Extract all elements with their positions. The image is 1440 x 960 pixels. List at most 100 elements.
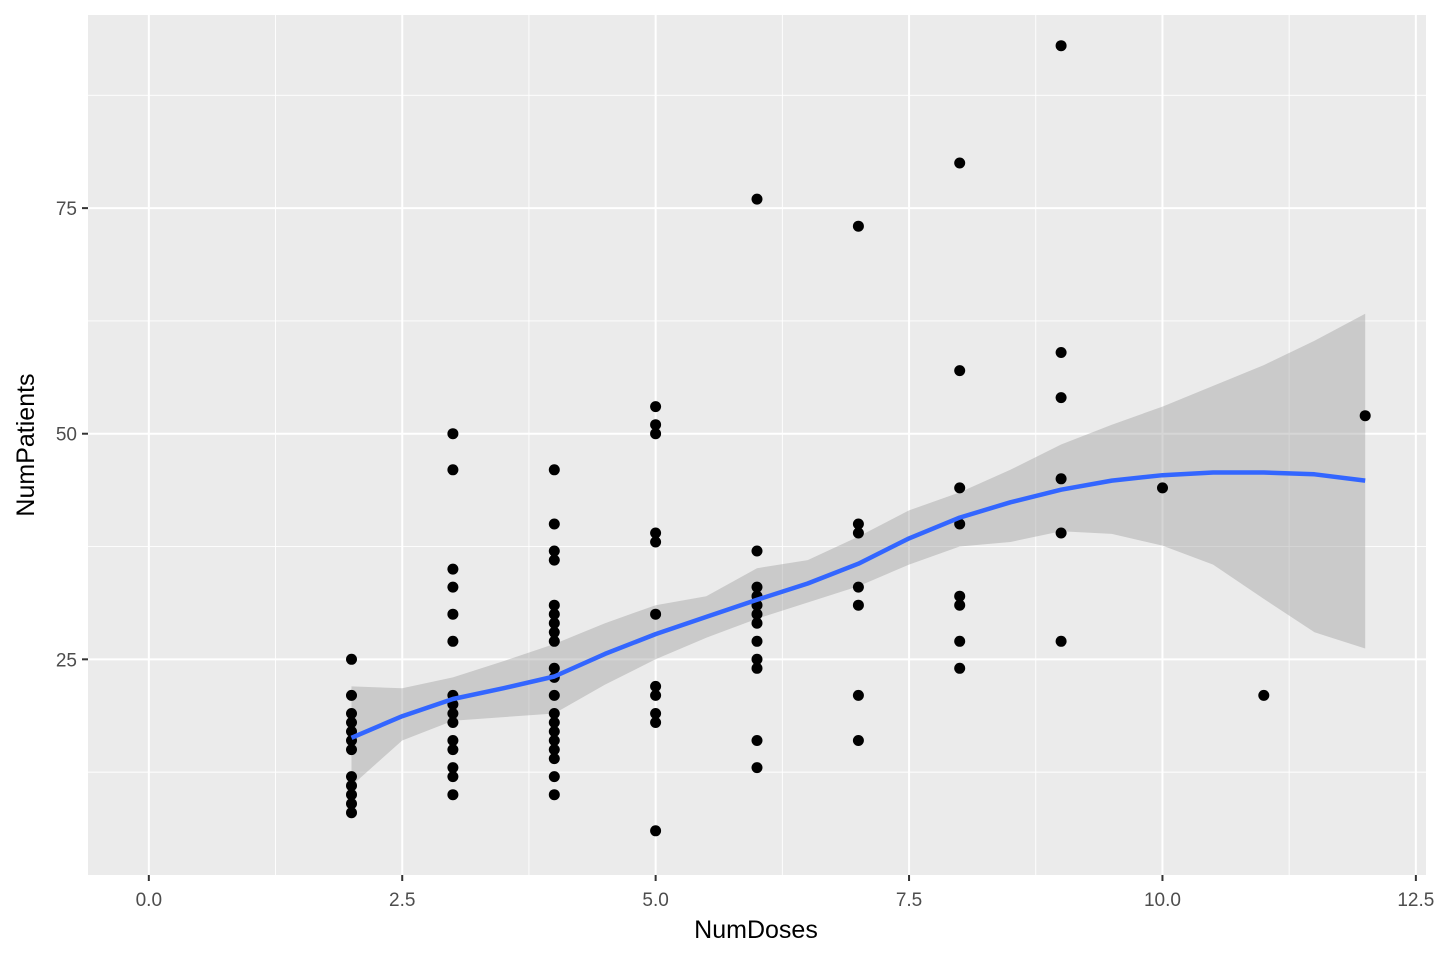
y-axis-title: NumPatients <box>12 373 40 516</box>
data-point <box>548 608 560 620</box>
data-point <box>447 635 459 647</box>
data-point <box>650 708 662 719</box>
data-point <box>954 518 966 530</box>
data-point <box>751 662 763 674</box>
x-axis: 0.0 2.5 5.0 7.5 10.0 12.5 <box>136 875 1434 911</box>
data-points <box>346 40 1371 837</box>
data-point <box>650 419 662 431</box>
data-point <box>447 581 459 593</box>
data-point <box>852 689 864 701</box>
data-point <box>751 608 763 620</box>
data-point <box>852 527 864 539</box>
data-point <box>346 807 357 819</box>
data-point <box>548 464 560 476</box>
data-point <box>548 735 560 746</box>
data-point <box>548 599 560 611</box>
data-point <box>650 536 662 548</box>
data-point <box>548 717 560 728</box>
x-tick-label: 0.0 <box>136 890 162 911</box>
data-point <box>346 653 357 665</box>
x-tick-label: 7.5 <box>896 890 922 911</box>
data-point <box>346 717 357 728</box>
data-point <box>751 762 763 774</box>
data-point <box>650 428 662 440</box>
data-point <box>346 789 357 801</box>
data-point <box>751 545 763 557</box>
smooth-line <box>350 470 1366 740</box>
data-point <box>548 635 560 647</box>
data-point <box>548 689 560 701</box>
data-point <box>548 789 560 801</box>
data-point <box>852 735 864 746</box>
data-point <box>346 771 357 783</box>
data-point <box>650 608 662 620</box>
data-point <box>650 527 662 539</box>
data-point <box>751 735 763 746</box>
data-point <box>852 220 864 232</box>
data-point <box>1055 635 1067 647</box>
data-point <box>447 789 459 801</box>
data-point <box>1055 392 1067 404</box>
data-point <box>447 735 459 746</box>
data-point <box>346 708 357 719</box>
data-point <box>346 780 357 792</box>
data-point <box>548 662 560 674</box>
data-point <box>852 599 864 611</box>
data-point <box>954 365 966 377</box>
data-point <box>548 726 560 737</box>
data-point <box>447 762 459 774</box>
data-point <box>447 464 459 476</box>
data-point <box>346 744 357 756</box>
data-point <box>751 617 763 629</box>
data-point <box>548 545 560 557</box>
x-axis-title: NumDoses <box>694 916 818 944</box>
data-point <box>447 428 459 440</box>
data-point <box>751 193 763 205</box>
data-point <box>548 626 560 638</box>
data-point <box>548 753 560 765</box>
data-point <box>954 482 966 494</box>
data-point <box>751 581 763 593</box>
data-point <box>346 689 357 701</box>
data-point <box>548 771 560 783</box>
x-tick-label: 12.5 <box>1397 890 1434 911</box>
x-tick-label: 10.0 <box>1144 890 1181 911</box>
data-point <box>1055 527 1067 539</box>
y-axis: 25 50 75 <box>56 199 88 671</box>
data-point <box>1258 689 1270 701</box>
data-point <box>954 590 966 602</box>
data-point <box>954 157 966 169</box>
data-point <box>1055 347 1067 358</box>
data-point <box>751 653 763 665</box>
y-tick-label: 75 <box>56 199 77 220</box>
data-point <box>447 771 459 783</box>
data-point <box>954 599 966 611</box>
data-point <box>1055 473 1067 485</box>
data-point <box>447 563 459 575</box>
data-point <box>1157 482 1168 494</box>
y-tick-label: 50 <box>56 425 77 446</box>
data-point <box>650 825 662 837</box>
confidence-band <box>351 313 1366 786</box>
data-point <box>954 635 966 647</box>
data-point <box>650 680 662 692</box>
data-point <box>447 608 459 620</box>
x-tick-label: 2.5 <box>389 890 415 911</box>
data-point <box>548 518 560 530</box>
major-gridlines <box>88 15 1426 875</box>
data-point <box>447 717 459 728</box>
data-point <box>548 554 560 566</box>
data-point <box>447 744 459 756</box>
x-tick-label: 5.0 <box>642 890 668 911</box>
data-point <box>548 708 560 719</box>
data-point <box>346 798 357 810</box>
data-point <box>852 581 864 593</box>
data-point <box>650 401 662 413</box>
data-point <box>954 662 966 674</box>
data-point <box>751 635 763 647</box>
y-tick-label: 25 <box>56 650 77 671</box>
data-point <box>650 717 662 728</box>
data-point <box>1055 40 1067 52</box>
data-point <box>650 689 662 701</box>
